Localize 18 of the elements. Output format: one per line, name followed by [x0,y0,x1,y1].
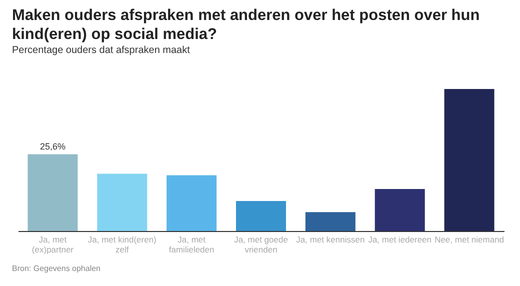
x-tick-label: Ja, met kennissen [296,234,365,244]
bar [374,189,425,231]
x-tick-label: Ja, met iedereen [368,234,432,244]
chart-subtitle: Percentage ouders dat afspraken maakt [12,45,190,56]
x-tick-label: Ja, met goede vrienden [234,234,288,254]
bar [236,201,286,231]
bar [166,175,217,231]
bar [305,212,356,231]
bar [444,89,494,231]
x-tick-label: Nee, met niemand [434,234,504,244]
bar [28,154,78,231]
bar [97,174,148,231]
data-label: 25,6% [40,141,66,152]
x-tick-label: Ja, met (ex)partner [32,234,74,254]
x-tick-label: Ja, met kind(eren) zelf [88,234,157,254]
text: Bron: Gegevens ophalen [12,264,101,273]
x-tick-label: Ja, met familieleden [168,234,215,254]
chart-title: Maken ouders afspraken met anderen over het posten over hun kind(eren) op social media? [12,6,481,44]
